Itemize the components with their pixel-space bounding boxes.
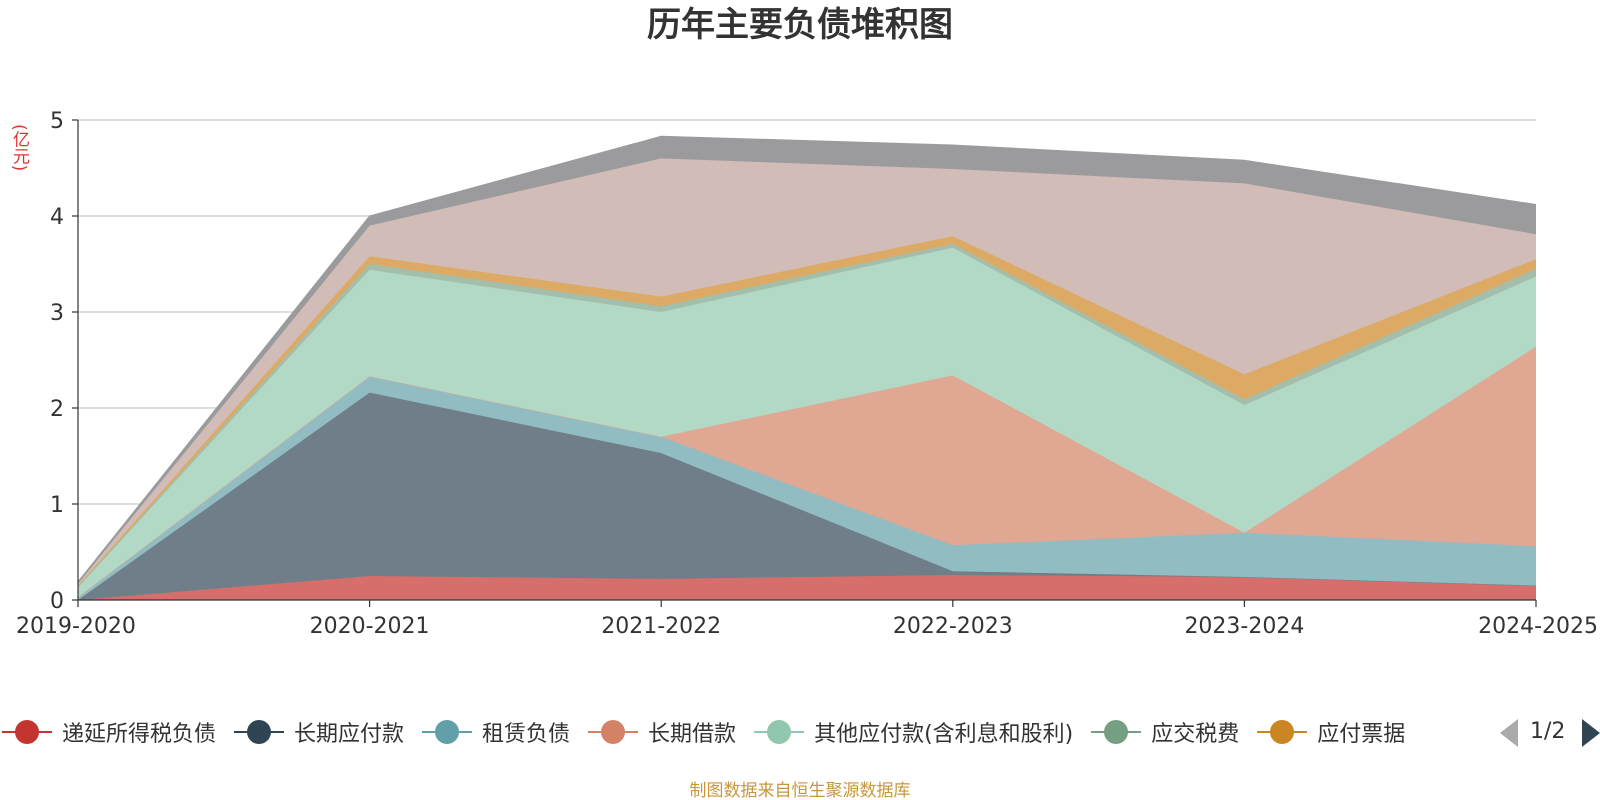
y-tick-label: 3 xyxy=(50,301,64,326)
legend-page-indicator: 1/2 xyxy=(1530,712,1565,752)
y-tick-label: 2 xyxy=(50,397,64,422)
legend-item[interactable]: 应付票据 xyxy=(1257,712,1405,752)
legend-label: 长期应付款 xyxy=(294,716,404,748)
x-tick-label: 2023-2024 xyxy=(1184,614,1304,639)
legend-marker-icon xyxy=(2,719,52,745)
legend-label: 长期借款 xyxy=(648,716,736,748)
x-tick-label: 2021-2022 xyxy=(601,614,721,639)
legend-pager: 1/2 xyxy=(1500,712,1600,752)
x-tick-label: 2019-2020 xyxy=(16,614,136,639)
legend-marker-icon xyxy=(1257,719,1307,745)
legend-label: 租赁负债 xyxy=(482,716,570,748)
legend-item[interactable]: 长期借款 xyxy=(588,712,736,752)
area-series-group xyxy=(78,136,1536,600)
legend-label: 应交税费 xyxy=(1151,716,1239,748)
legend-prev-page-icon[interactable] xyxy=(1500,719,1518,747)
legend-item[interactable]: 其他应付款(含利息和股利) xyxy=(754,712,1073,752)
legend-marker-icon xyxy=(754,719,804,745)
legend-marker-icon xyxy=(422,719,472,745)
legend-item[interactable]: 租赁负债 xyxy=(422,712,570,752)
legend-marker-icon xyxy=(234,719,284,745)
legend-marker-icon xyxy=(1091,719,1141,745)
legend-item[interactable]: 应交税费 xyxy=(1091,712,1239,752)
x-tick-label: 2020-2021 xyxy=(310,614,430,639)
legend-item[interactable]: 长期应付款 xyxy=(234,712,404,752)
legend-label: 其他应付款(含利息和股利) xyxy=(814,716,1073,748)
legend-items: 递延所得税负债 长期应付款 租赁负债 长期借款 其他应付款(含利息和股利) 应交税费 应付票… xyxy=(0,712,1482,752)
legend-item[interactable]: 递延所得税负债 xyxy=(2,712,216,752)
y-tick-label: 5 xyxy=(50,109,64,134)
legend-label: 递延所得税负债 xyxy=(62,716,216,748)
x-tick-label: 2024-2025 xyxy=(1478,614,1598,639)
legend-next-page-icon[interactable] xyxy=(1582,719,1600,747)
legend-marker-icon xyxy=(588,719,638,745)
x-tick-label: 2022-2023 xyxy=(893,614,1013,639)
legend: 递延所得税负债 长期应付款 租赁负债 长期借款 其他应付款(含利息和股利) 应交税费 应付票… xyxy=(0,712,1600,752)
y-tick-label: 4 xyxy=(50,205,64,230)
y-tick-label: 1 xyxy=(50,493,64,518)
legend-label: 应付票据 xyxy=(1317,716,1405,748)
data-source-note: 制图数据来自恒生聚源数据库 xyxy=(0,776,1600,800)
y-tick-label: 0 xyxy=(50,589,64,614)
